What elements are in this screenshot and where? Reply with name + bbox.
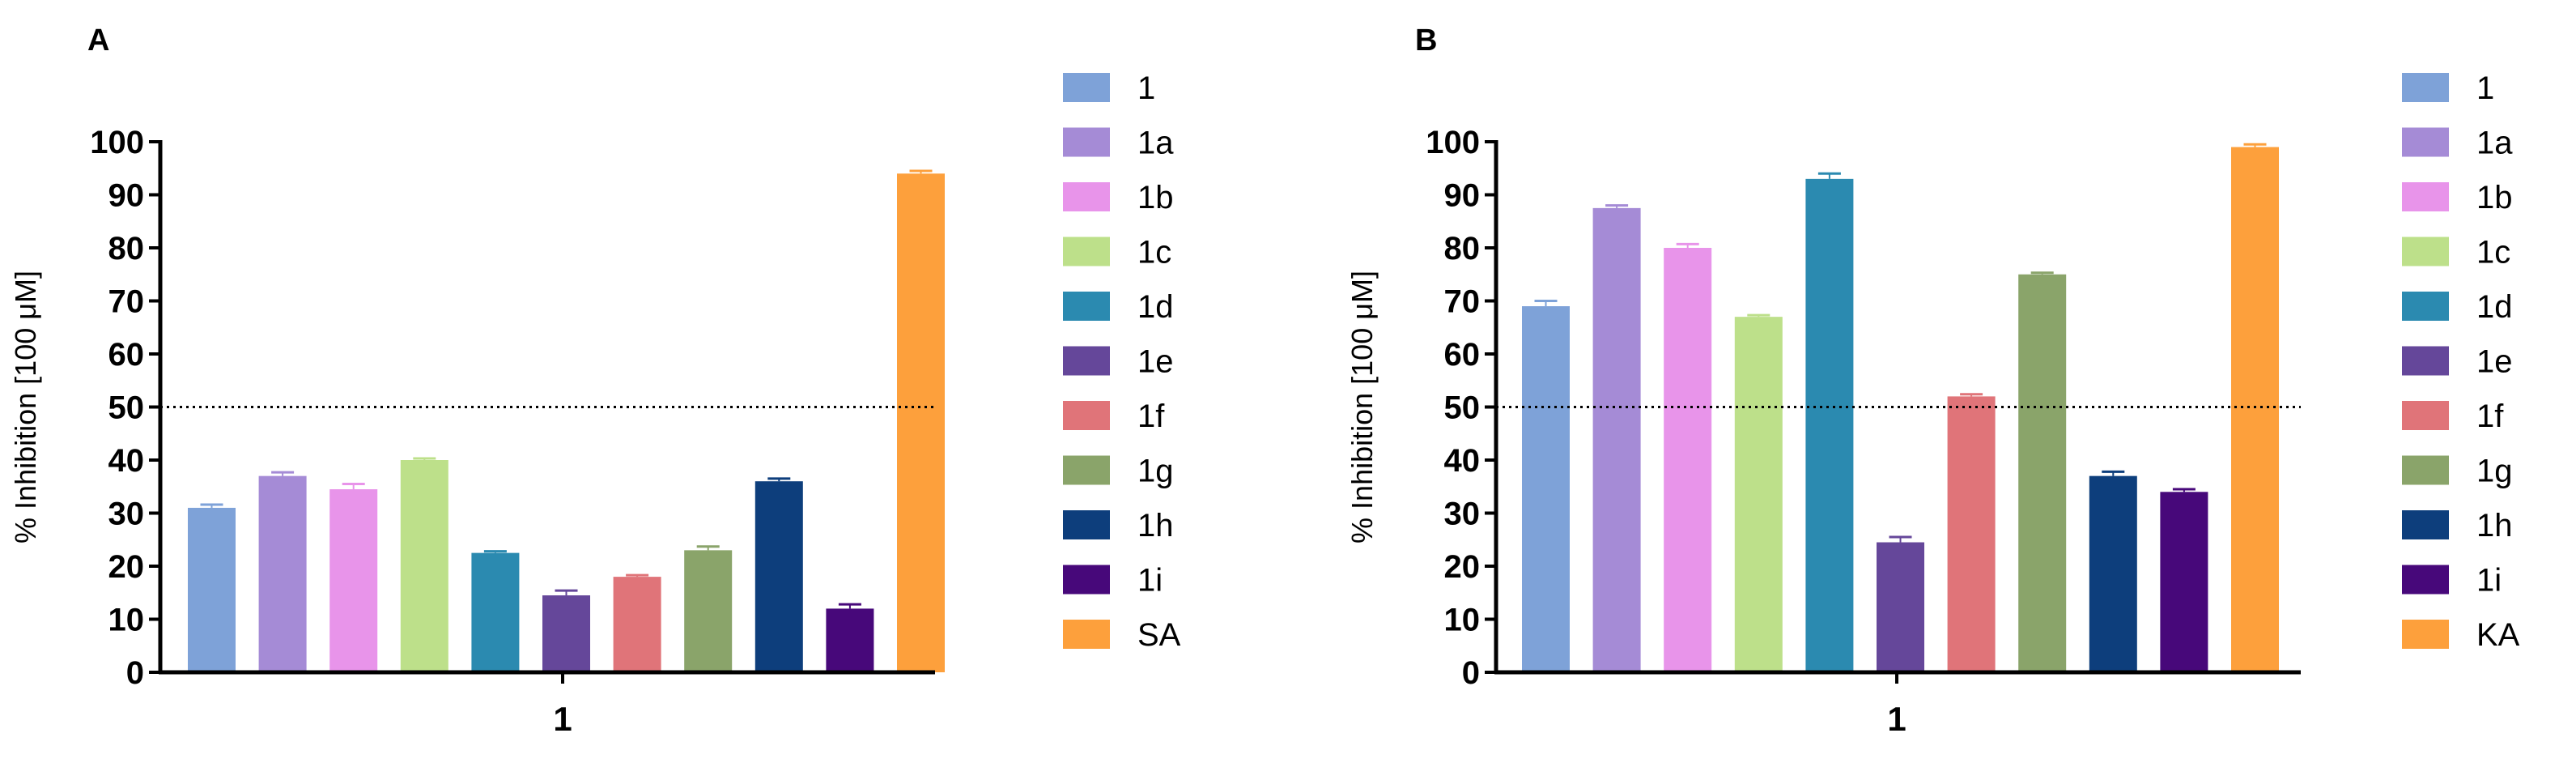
legend-swatch-1a	[1063, 127, 1110, 157]
legend-label-1a: 1a	[2476, 126, 2513, 161]
y-tick-label-70: 70	[108, 284, 145, 320]
legend-swatch-1c	[2402, 237, 2449, 266]
legend-label-1a: 1a	[1137, 126, 1174, 161]
y-tick-label-90: 90	[1444, 178, 1481, 214]
y-tick-label-20: 20	[108, 549, 145, 585]
y-axis-title: % Inhibition [100 μM]	[9, 271, 42, 543]
y-tick-label-0: 0	[1462, 655, 1480, 691]
bar-1c	[1734, 317, 1783, 672]
legend-swatch-sa	[1063, 620, 1110, 649]
legend-label-ka: KA	[2476, 617, 2520, 653]
bar-1i	[2160, 492, 2208, 672]
legend-label-1i: 1i	[1137, 563, 1163, 599]
legend-label-1: 1	[2476, 70, 2494, 106]
x-category-label: 1	[553, 700, 572, 738]
y-tick-label-60: 60	[1444, 337, 1481, 373]
bar-1a	[258, 475, 307, 672]
y-tick-label-60: 60	[108, 337, 145, 373]
y-axis-title: % Inhibition [100 μM]	[1345, 271, 1379, 543]
legend-label-1: 1	[1137, 70, 1155, 106]
legend-label-1b: 1b	[1137, 180, 1174, 215]
legend-swatch-ka	[2402, 620, 2449, 649]
legend-swatch-1	[1063, 73, 1110, 102]
y-tick-label-40: 40	[108, 443, 145, 479]
bar-1	[1522, 306, 1570, 672]
bar-ka	[2231, 147, 2279, 673]
legend-label-1h: 1h	[1137, 508, 1174, 543]
bar-1b	[1664, 248, 1712, 672]
x-category-label: 1	[1887, 700, 1906, 738]
legend: 1 1a 1b 1c 1d 1e 1f 1g 1h 1i KA	[2402, 70, 2520, 653]
legend-label-1c: 1c	[1137, 235, 1171, 271]
y-tick-label-90: 90	[108, 178, 145, 214]
legend-label-1b: 1b	[2476, 180, 2513, 215]
legend-swatch-1c	[1063, 237, 1110, 266]
panel-label: A	[87, 23, 109, 58]
bar-1e	[542, 595, 590, 672]
bar-1g	[2018, 274, 2067, 672]
legend-swatch-1d	[1063, 292, 1110, 321]
legend-label-sa: SA	[1137, 617, 1181, 653]
y-tick-label-40: 40	[1444, 443, 1481, 479]
bar-1h	[2089, 475, 2137, 672]
legend-swatch-1b	[1063, 182, 1110, 211]
bar-1f	[613, 577, 661, 672]
y-tick-label-0: 0	[126, 655, 144, 691]
y-tick-label-100: 100	[1426, 125, 1480, 160]
bar-1d	[471, 552, 520, 672]
legend-swatch-1b	[2402, 182, 2449, 211]
legend-label-1c: 1c	[2476, 235, 2510, 271]
y-tick-label-50: 50	[1444, 390, 1481, 426]
legend-swatch-1g	[2402, 455, 2449, 485]
bar-1h	[755, 481, 803, 672]
legend-label-1d: 1d	[2476, 289, 2513, 325]
bar-1	[188, 507, 236, 672]
y-tick-label-50: 50	[108, 390, 145, 426]
legend-label-1e: 1e	[1137, 344, 1174, 380]
legend-swatch-1	[2402, 73, 2449, 102]
bar-1d	[1805, 178, 1854, 673]
bar-1e	[1877, 542, 1924, 672]
y-tick-label-10: 10	[108, 603, 145, 638]
y-tick-label-80: 80	[1444, 231, 1481, 266]
y-tick-label-80: 80	[108, 231, 145, 266]
panel-label: B	[1415, 23, 1437, 58]
bar-1a	[1592, 207, 1641, 672]
y-tick-label-70: 70	[1444, 284, 1481, 320]
legend-swatch-1f	[2402, 401, 2449, 430]
legend-swatch-1e	[2402, 346, 2449, 376]
legend-swatch-1a	[2402, 127, 2449, 157]
y-tick-label-30: 30	[108, 497, 145, 532]
bar-1c	[400, 460, 448, 672]
legend-label-1f: 1f	[2476, 399, 2504, 434]
legend-label-1f: 1f	[1137, 399, 1165, 434]
bar-1g	[684, 550, 733, 672]
legend-label-1d: 1d	[1137, 289, 1174, 325]
legend-swatch-1f	[1063, 401, 1110, 430]
legend: 1 1a 1b 1c 1d 1e 1f 1g 1h 1i SA	[1063, 70, 1181, 653]
legend-label-1g: 1g	[2476, 454, 2513, 489]
y-tick-label-20: 20	[1444, 549, 1481, 585]
chart-panel-b: B % Inhibition [100 μM] 0 10 20 30 40 50 60 70 80 9…	[1345, 23, 2520, 738]
chart-panel-a: A % Inhibition [100 μM] 0 10 20 30 40 50 60 70 80 9…	[9, 23, 1181, 738]
bar-1i	[826, 608, 874, 672]
bar-1b	[329, 489, 378, 672]
legend-label-1i: 1i	[2476, 563, 2502, 599]
y-tick-label-100: 100	[90, 125, 144, 160]
legend-swatch-1d	[2402, 292, 2449, 321]
bar-sa	[897, 173, 945, 673]
legend-swatch-1i	[2402, 565, 2449, 595]
bar-1f	[1947, 396, 1996, 672]
legend-swatch-1e	[1063, 346, 1110, 376]
legend-label-1g: 1g	[1137, 454, 1174, 489]
legend-label-1h: 1h	[2476, 508, 2513, 543]
legend-label-1e: 1e	[2476, 344, 2513, 380]
y-tick-label-30: 30	[1444, 497, 1481, 532]
legend-swatch-1h	[2402, 510, 2449, 539]
legend-swatch-1h	[1063, 510, 1110, 539]
y-tick-label-10: 10	[1444, 603, 1481, 638]
legend-swatch-1i	[1063, 565, 1110, 595]
legend-swatch-1g	[1063, 455, 1110, 485]
